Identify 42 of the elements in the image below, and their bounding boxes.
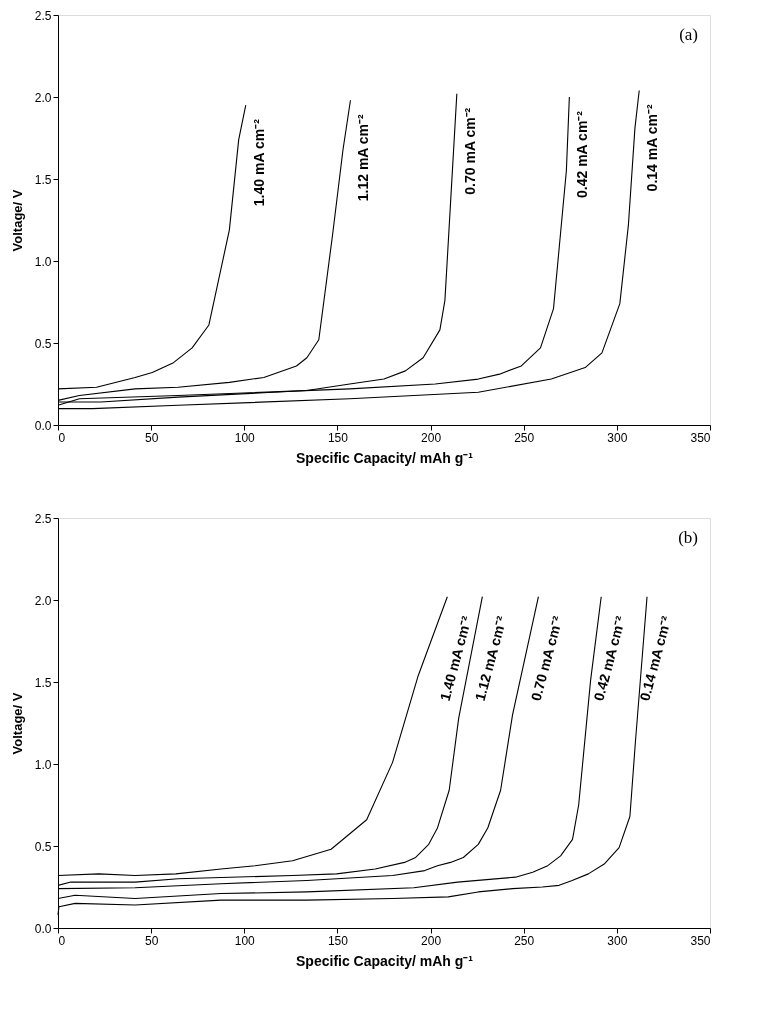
x-tick-label: 0 [58, 430, 66, 445]
y-tick-label: 1.0 [34, 757, 52, 772]
x-tick-label: 100 [234, 430, 256, 445]
annotation: (b) [678, 528, 698, 547]
text: 1.12 mA cm⁻² [355, 113, 372, 202]
x-tick-label: 250 [514, 430, 535, 445]
x-tick-label: 150 [327, 933, 349, 948]
y-tick-label: 1.0 [34, 254, 52, 269]
y-tick-label: 1.5 [34, 675, 52, 690]
x-tick-label: 250 [514, 933, 535, 948]
y-tick-label: 2.5 [34, 8, 52, 23]
y-tick-label: 0.5 [34, 839, 52, 854]
text: 0.42 mA cm⁻² [590, 614, 629, 703]
y-tick-label: 0.0 [34, 418, 52, 433]
text: 0.70 mA cm⁻² [527, 614, 566, 703]
y-tick-label: 1.5 [34, 172, 52, 187]
y-tick-label: 2.0 [34, 593, 52, 608]
x-tick-label: 300 [607, 933, 628, 948]
x-tick-label: 350 [690, 933, 711, 948]
text: 0.14 mA cm⁻² [644, 104, 661, 192]
x-tick-label: 0 [58, 933, 66, 948]
y-tick-label: 0.5 [34, 336, 52, 351]
y-tick-label: 0.0 [34, 921, 52, 936]
y-axis-title: Voltage/ V [9, 189, 25, 252]
x-tick-label: 50 [144, 933, 159, 948]
x-tick-label: 350 [690, 430, 711, 445]
x-axis-title: Specific Capacity/ mAh g⁻¹ [296, 449, 474, 466]
x-tick-label: 100 [234, 933, 256, 948]
y-tick-label: 2.0 [34, 90, 52, 105]
annotation: (a) [679, 25, 698, 44]
text: 1.40 mA cm⁻² [250, 118, 267, 207]
x-axis-title: Specific Capacity/ mAh g⁻¹ [296, 952, 474, 969]
text: 0.42 mA cm⁻² [574, 110, 591, 198]
x-tick-label: 200 [421, 430, 442, 445]
y-tick-label: 2.5 [34, 511, 52, 526]
x-tick-label: 300 [607, 430, 628, 445]
x-tick-label: 200 [421, 933, 442, 948]
x-tick-label: 150 [327, 430, 349, 445]
x-tick-label: 50 [144, 430, 159, 445]
text: 0.14 mA cm⁻² [636, 614, 675, 703]
text: 0.70 mA cm⁻² [461, 107, 478, 195]
y-axis-title: Voltage/ V [9, 692, 25, 755]
